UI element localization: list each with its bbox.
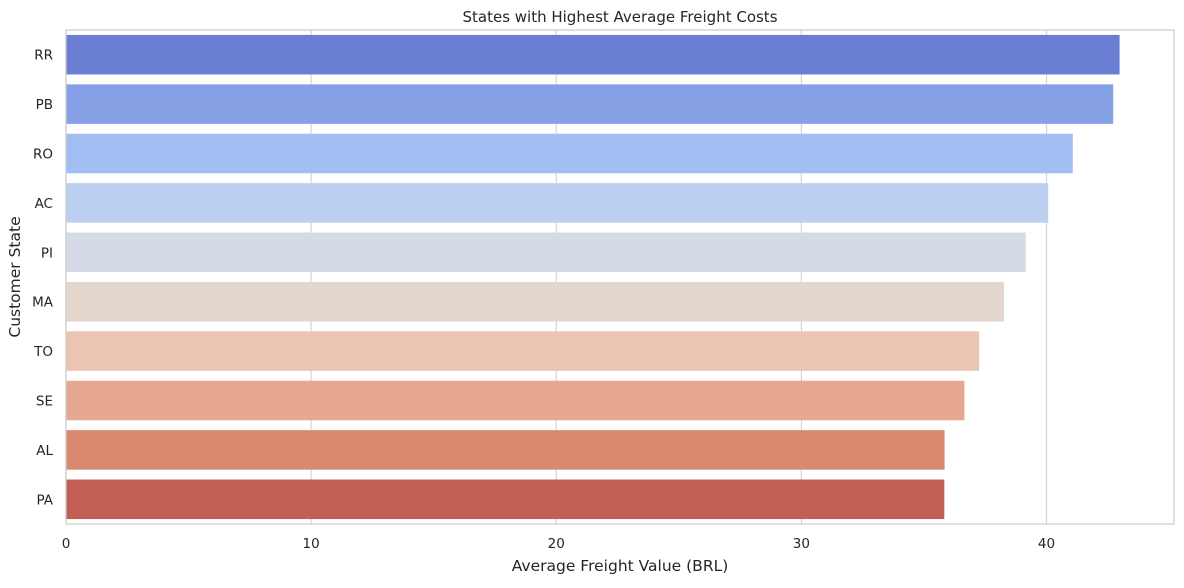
- bar-rr: [66, 34, 1120, 75]
- x-tick-label: 0: [62, 536, 71, 552]
- y-tick-label: AL: [36, 443, 53, 459]
- x-tick-label: 10: [303, 536, 320, 552]
- y-tick-label: TO: [33, 344, 53, 360]
- x-axis-label: Average Freight Value (BRL): [512, 557, 729, 575]
- y-tick-label: RR: [34, 48, 53, 64]
- y-tick-label: RO: [33, 147, 53, 163]
- bars: [66, 34, 1120, 520]
- bar-se: [66, 380, 965, 421]
- x-tick-label: 30: [793, 536, 810, 552]
- chart-title: States with Highest Average Freight Cost…: [462, 8, 777, 26]
- y-tick-label: PI: [41, 245, 53, 261]
- x-tick-labels: 0 10 20 30 40: [62, 536, 1055, 552]
- bar-pb: [66, 84, 1114, 124]
- y-axis-label: Customer State: [6, 216, 24, 337]
- x-tick-label: 40: [1038, 536, 1055, 552]
- bar-to: [66, 331, 980, 371]
- plot-frame: [65, 29, 1175, 525]
- x-tick-label: 20: [548, 536, 565, 552]
- bar-ac: [66, 183, 1049, 223]
- bar-al: [66, 430, 945, 470]
- y-tick-label: AC: [35, 196, 53, 212]
- bar-pi: [66, 232, 1026, 273]
- bar-pa: [66, 479, 945, 520]
- y-tick-labels: RR PB RO AC PI MA TO SE AL PA: [32, 48, 54, 509]
- y-tick-label: PA: [36, 492, 53, 508]
- bar-ma: [66, 281, 1004, 322]
- y-tick-label: MA: [32, 295, 54, 311]
- bar-ro: [66, 133, 1073, 174]
- y-tick-label: PB: [36, 97, 53, 113]
- y-tick-label: SE: [36, 394, 53, 410]
